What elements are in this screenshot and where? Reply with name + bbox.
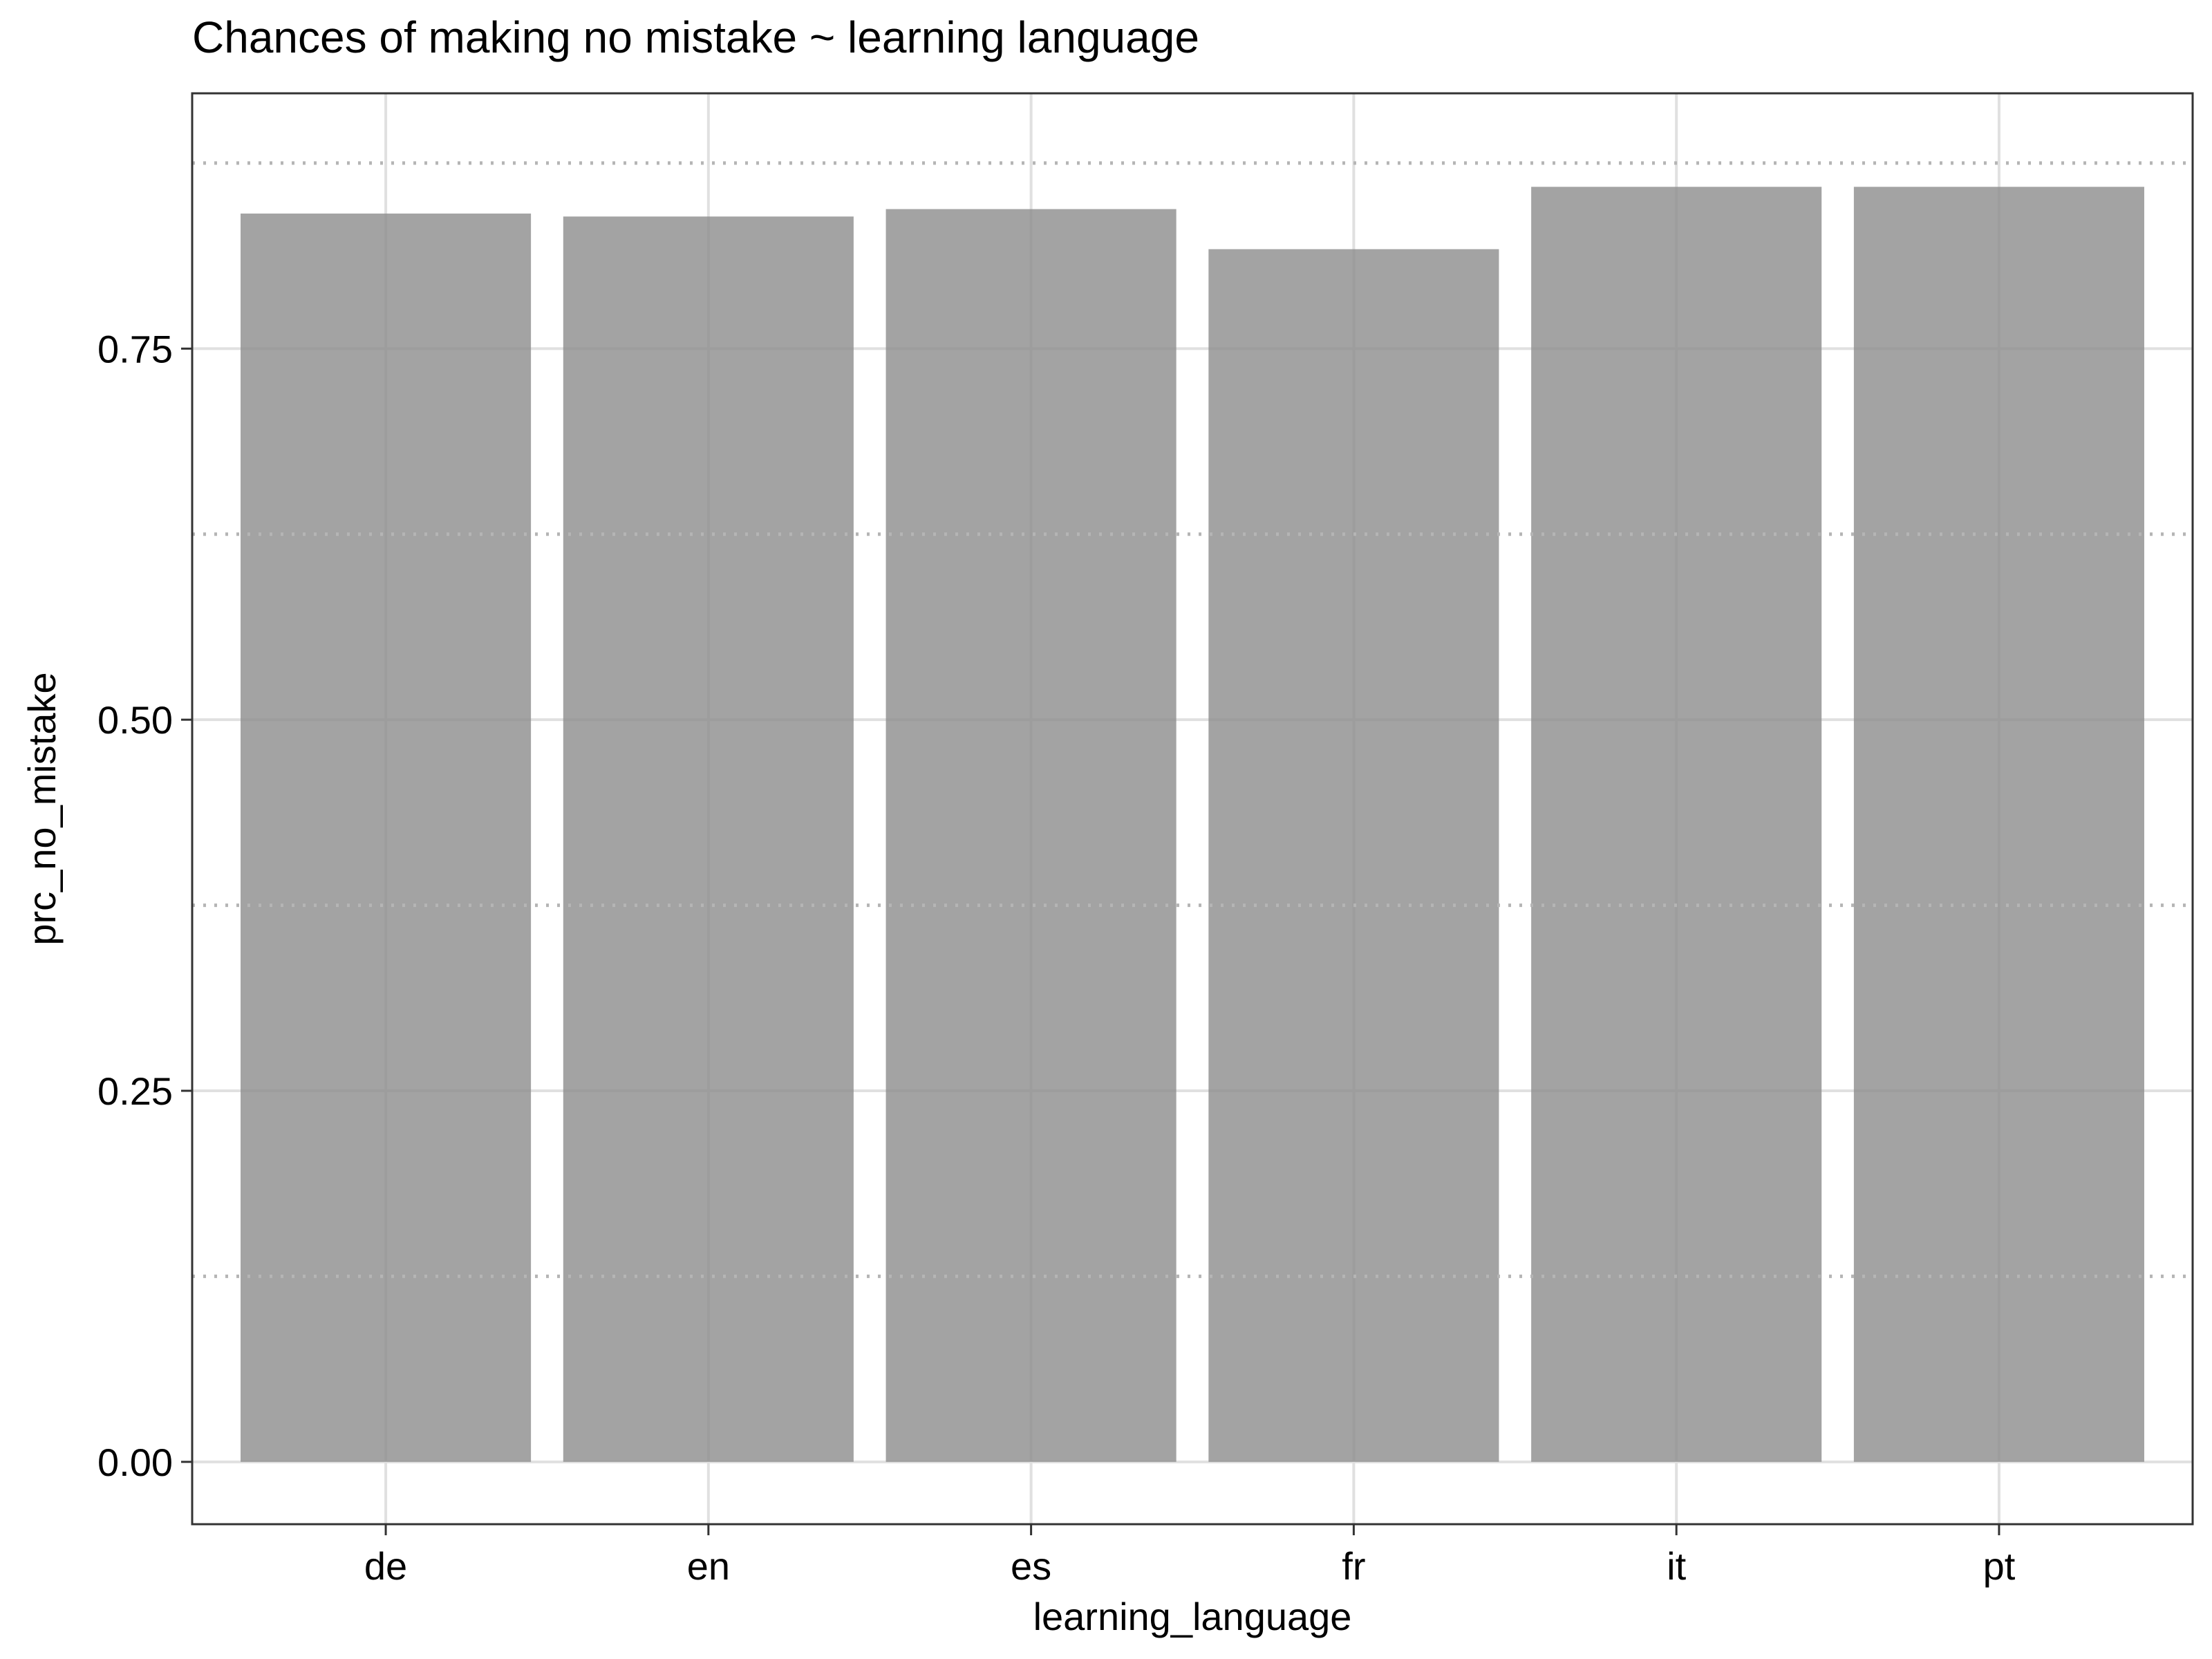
bar-fr	[1208, 249, 1499, 1462]
y-tick-label: 0.75	[97, 327, 173, 371]
x-axis-title: learning_language	[1033, 1595, 1352, 1638]
bars-layer	[241, 187, 2144, 1462]
x-tick-label-fr: fr	[1342, 1544, 1365, 1588]
panel-border	[191, 92, 2194, 1526]
bar-de	[241, 213, 532, 1462]
x-tick-label-pt: pt	[1983, 1544, 2016, 1588]
axes-layer: 0.00 0.25 0.50 0.75 de en es fr it pt	[97, 327, 2016, 1588]
y-tick-label: 0.50	[97, 698, 173, 742]
bar-pt	[1853, 187, 2144, 1462]
x-tick-label-de: de	[364, 1544, 407, 1588]
bar-es	[885, 209, 1177, 1462]
x-tick-label-es: es	[1011, 1544, 1051, 1588]
x-tick-label-it: it	[1667, 1544, 1686, 1588]
chart-title: Chances of making no mistake ~ learning …	[192, 12, 1199, 62]
x-tick-label-en: en	[687, 1544, 730, 1588]
y-axis-title: prc_no_mistake	[20, 672, 64, 945]
bar-it	[1531, 187, 1822, 1462]
y-tick-label: 0.25	[97, 1069, 173, 1113]
y-tick-label: 0.00	[97, 1441, 173, 1484]
bar-en	[563, 216, 854, 1462]
overlay-layer	[192, 161, 2193, 1278]
